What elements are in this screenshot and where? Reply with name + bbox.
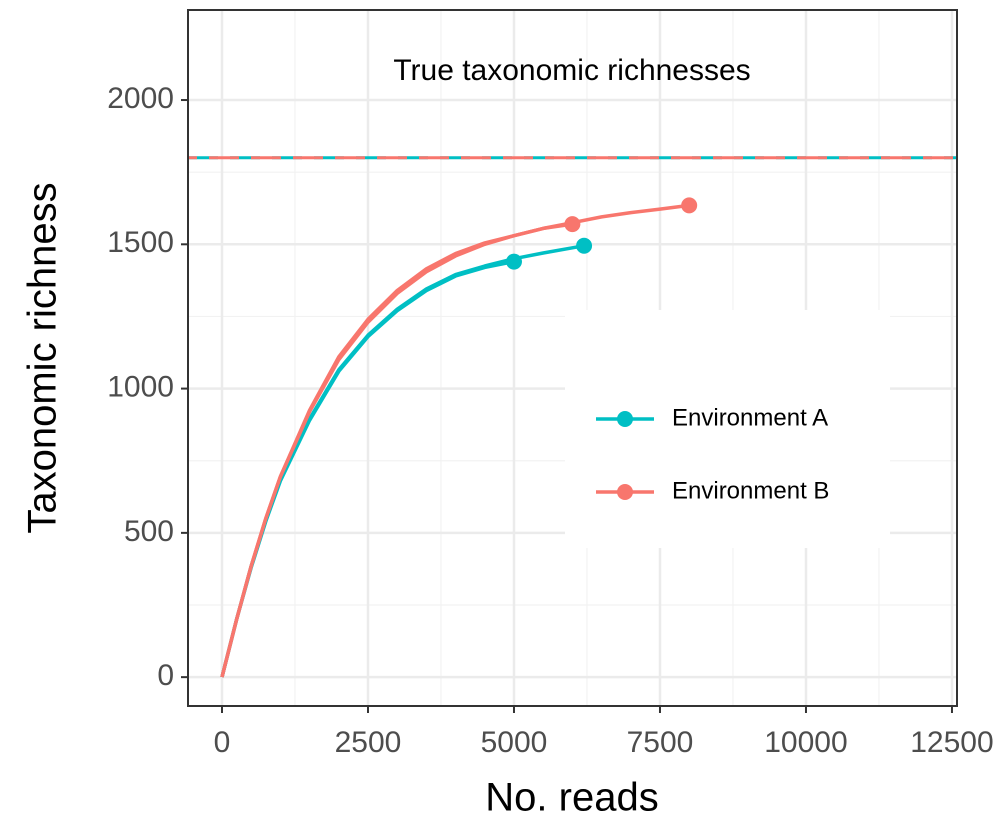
y-tick-label: 2000 — [107, 82, 174, 115]
x-axis-label: No. reads — [485, 776, 658, 820]
legend-label: Environment A — [672, 404, 828, 431]
panel-border — [187, 9, 958, 707]
y-tick-label: 1500 — [107, 226, 174, 259]
legend-key-dot — [617, 484, 633, 500]
x-tick-label: 2500 — [335, 726, 402, 759]
endpoint-marker — [681, 197, 698, 214]
legend-label: Environment B — [672, 477, 829, 504]
legend-key-dot — [617, 411, 633, 427]
x-tick-label: 12500 — [910, 726, 993, 759]
x-tick-label: 0 — [214, 726, 231, 759]
y-axis-label: Taxonomic richness — [21, 182, 65, 533]
legend-box — [565, 310, 890, 548]
endpoint-marker — [576, 237, 593, 254]
annotation: True taxonomic richnesses — [393, 54, 750, 87]
y-tick-label: 0 — [157, 659, 174, 692]
x-tick-label: 10000 — [764, 726, 847, 759]
x-tick-label: 7500 — [627, 726, 694, 759]
rarefaction-curve — [220, 203, 690, 678]
y-tick-label: 1000 — [107, 371, 174, 404]
x-tick-label: 5000 — [481, 726, 548, 759]
y-tick-label: 500 — [124, 515, 174, 548]
